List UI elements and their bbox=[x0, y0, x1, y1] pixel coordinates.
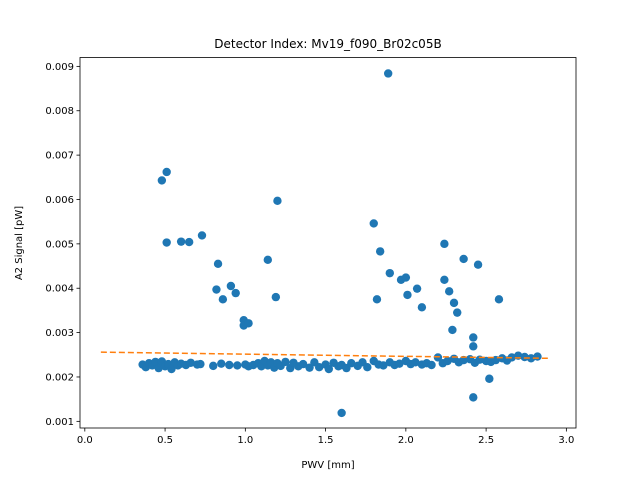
data-point bbox=[485, 374, 494, 383]
y-axis: 0.001 0.002 0.003 0.004 0.005 0.006 0.007 0.008… bbox=[45, 62, 80, 428]
data-point bbox=[469, 393, 478, 402]
data-point bbox=[440, 275, 449, 284]
data-point bbox=[449, 298, 459, 308]
data-point bbox=[212, 285, 221, 294]
data-point bbox=[213, 259, 223, 269]
data-point bbox=[379, 361, 388, 370]
data-point bbox=[526, 354, 536, 363]
y-tick-label: 0.006 bbox=[45, 195, 74, 206]
data-point bbox=[417, 303, 427, 312]
x-tick-label: 2.5 bbox=[478, 435, 494, 446]
chart-title: Detector Index: Mv19_f090_Br02c05B bbox=[214, 37, 441, 51]
data-point bbox=[412, 284, 422, 293]
data-point bbox=[440, 239, 449, 249]
data-point bbox=[375, 247, 385, 256]
data-point bbox=[448, 325, 457, 335]
data-point bbox=[218, 295, 228, 304]
data-point bbox=[298, 359, 308, 369]
data-point bbox=[233, 361, 242, 370]
x-axis: 0.0 0.5 1.0 1.5 2.0 2.5 3.0 bbox=[77, 428, 574, 446]
data-point bbox=[395, 359, 404, 368]
data-point bbox=[444, 287, 454, 296]
data-point bbox=[197, 231, 207, 240]
y-tick-label: 0.004 bbox=[45, 284, 74, 295]
x-tick-label: 0.0 bbox=[77, 435, 93, 446]
data-point bbox=[305, 363, 314, 372]
axes-frame bbox=[79, 57, 577, 429]
data-point bbox=[162, 238, 171, 247]
x-tick-label: 1.5 bbox=[318, 435, 334, 446]
data-point bbox=[459, 254, 468, 264]
y-tick-label: 0.007 bbox=[45, 151, 74, 162]
data-point bbox=[337, 408, 346, 418]
y-tick-label: 0.008 bbox=[45, 106, 74, 117]
data-point bbox=[314, 363, 324, 372]
data-point bbox=[401, 273, 411, 282]
data-point bbox=[411, 358, 420, 367]
x-tick-label: 1.0 bbox=[237, 435, 253, 446]
data-point bbox=[363, 363, 372, 372]
data-point bbox=[324, 364, 333, 374]
data-point bbox=[347, 359, 356, 368]
data-point bbox=[263, 255, 273, 265]
data-point bbox=[196, 359, 205, 369]
data-point bbox=[383, 69, 393, 78]
data-point bbox=[533, 352, 542, 361]
y-tick-label: 0.001 bbox=[45, 417, 74, 428]
data-point bbox=[369, 219, 378, 228]
y-tick-label: 0.009 bbox=[45, 62, 74, 73]
x-axis-label: PWV [mm] bbox=[301, 460, 354, 471]
data-point bbox=[459, 355, 468, 365]
y-axis-label: A2 Signal [pW] bbox=[14, 206, 25, 280]
data-point bbox=[427, 360, 436, 370]
y-tick-label: 0.003 bbox=[45, 328, 74, 339]
data-point bbox=[520, 352, 529, 362]
data-point bbox=[226, 281, 236, 291]
data-point bbox=[469, 342, 478, 351]
fit-line bbox=[100, 351, 551, 360]
data-point bbox=[151, 357, 160, 367]
data-point bbox=[157, 176, 167, 185]
data-point bbox=[217, 359, 226, 368]
data-point bbox=[225, 360, 234, 370]
data-point bbox=[184, 237, 194, 247]
data-point bbox=[244, 319, 253, 328]
data-point bbox=[273, 196, 282, 206]
data-point bbox=[473, 260, 483, 269]
data-point bbox=[372, 295, 382, 304]
data-point bbox=[443, 356, 452, 366]
data-point bbox=[385, 268, 394, 278]
data-point bbox=[167, 364, 176, 374]
data-point bbox=[469, 333, 478, 342]
plot-area bbox=[100, 69, 551, 418]
data-point bbox=[154, 363, 163, 373]
data-point bbox=[231, 288, 240, 298]
data-point bbox=[271, 292, 281, 302]
x-tick-label: 0.5 bbox=[157, 435, 173, 446]
data-point bbox=[162, 167, 171, 177]
x-tick-label: 2.0 bbox=[398, 435, 414, 446]
data-point bbox=[209, 361, 218, 371]
data-point bbox=[453, 308, 462, 317]
data-point bbox=[494, 295, 504, 304]
data-point bbox=[176, 237, 186, 246]
data-point bbox=[186, 358, 195, 367]
data-point bbox=[281, 357, 290, 367]
data-point bbox=[403, 290, 412, 300]
y-tick-label: 0.005 bbox=[45, 239, 74, 250]
x-tick-label: 3.0 bbox=[558, 435, 574, 446]
y-tick-label: 0.002 bbox=[45, 372, 74, 383]
